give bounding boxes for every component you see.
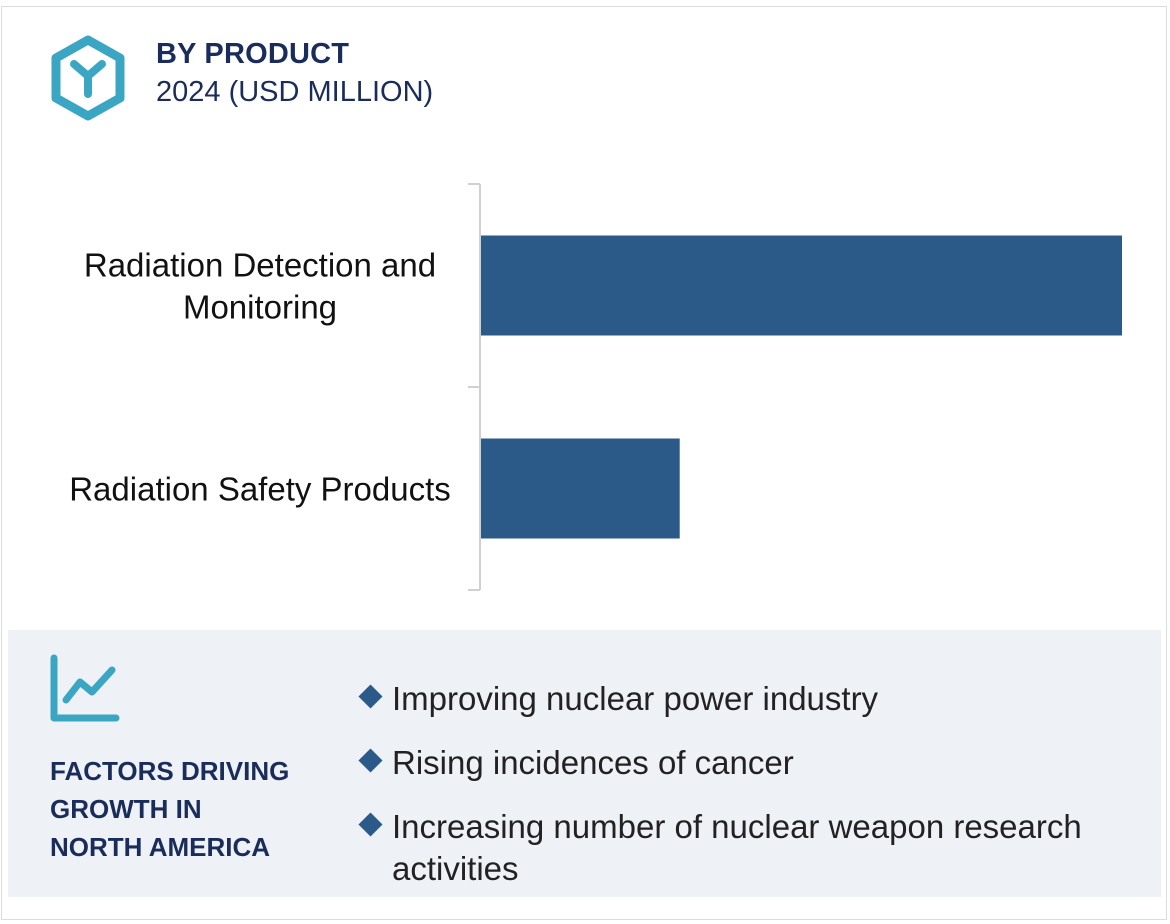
category-label: Radiation Detection and Monitoring	[84, 247, 436, 326]
bar	[481, 438, 680, 539]
chart-subtitle: 2024 (USD MILLION)	[156, 76, 434, 108]
line-chart-icon	[50, 654, 120, 722]
category-label-line: Radiation Safety Products	[69, 471, 451, 508]
factors-heading: FACTORS DRIVING GROWTH IN NORTH AMERICA	[50, 752, 320, 866]
factor-text: Improving nuclear power industry	[392, 680, 879, 717]
growth-factors-panel: FACTORS DRIVING GROWTH IN NORTH AMERICA …	[8, 630, 1161, 897]
factors-heading-line: NORTH AMERICA	[50, 832, 271, 862]
factor-item: Increasing number of nuclear weapon rese…	[356, 806, 1146, 890]
bar	[481, 235, 1122, 336]
bar-chart: Radiation Detection and MonitoringRadiati…	[69, 183, 1122, 591]
factors-heading-line: FACTORS DRIVING	[50, 756, 290, 786]
diamond-bullet-icon	[358, 748, 383, 773]
category-label-line: Radiation Detection and	[84, 247, 436, 284]
diamond-bullet-icon	[358, 684, 383, 709]
chart-title: BY PRODUCT	[156, 38, 350, 70]
factor-list: Improving nuclear power industry Rising …	[356, 678, 1146, 912]
factor-text: Rising incidences of cancer	[392, 744, 794, 781]
factor-item: Rising incidences of cancer	[356, 742, 1146, 784]
diamond-bullet-icon	[358, 812, 383, 837]
category-label: Radiation Safety Products	[69, 471, 451, 508]
factor-item: Improving nuclear power industry	[356, 678, 1146, 720]
factor-text: Increasing number of nuclear weapon rese…	[392, 808, 1082, 887]
category-label-line: Monitoring	[183, 289, 337, 326]
hexagon-logo-icon	[51, 35, 125, 121]
factors-heading-line: GROWTH IN	[50, 794, 202, 824]
